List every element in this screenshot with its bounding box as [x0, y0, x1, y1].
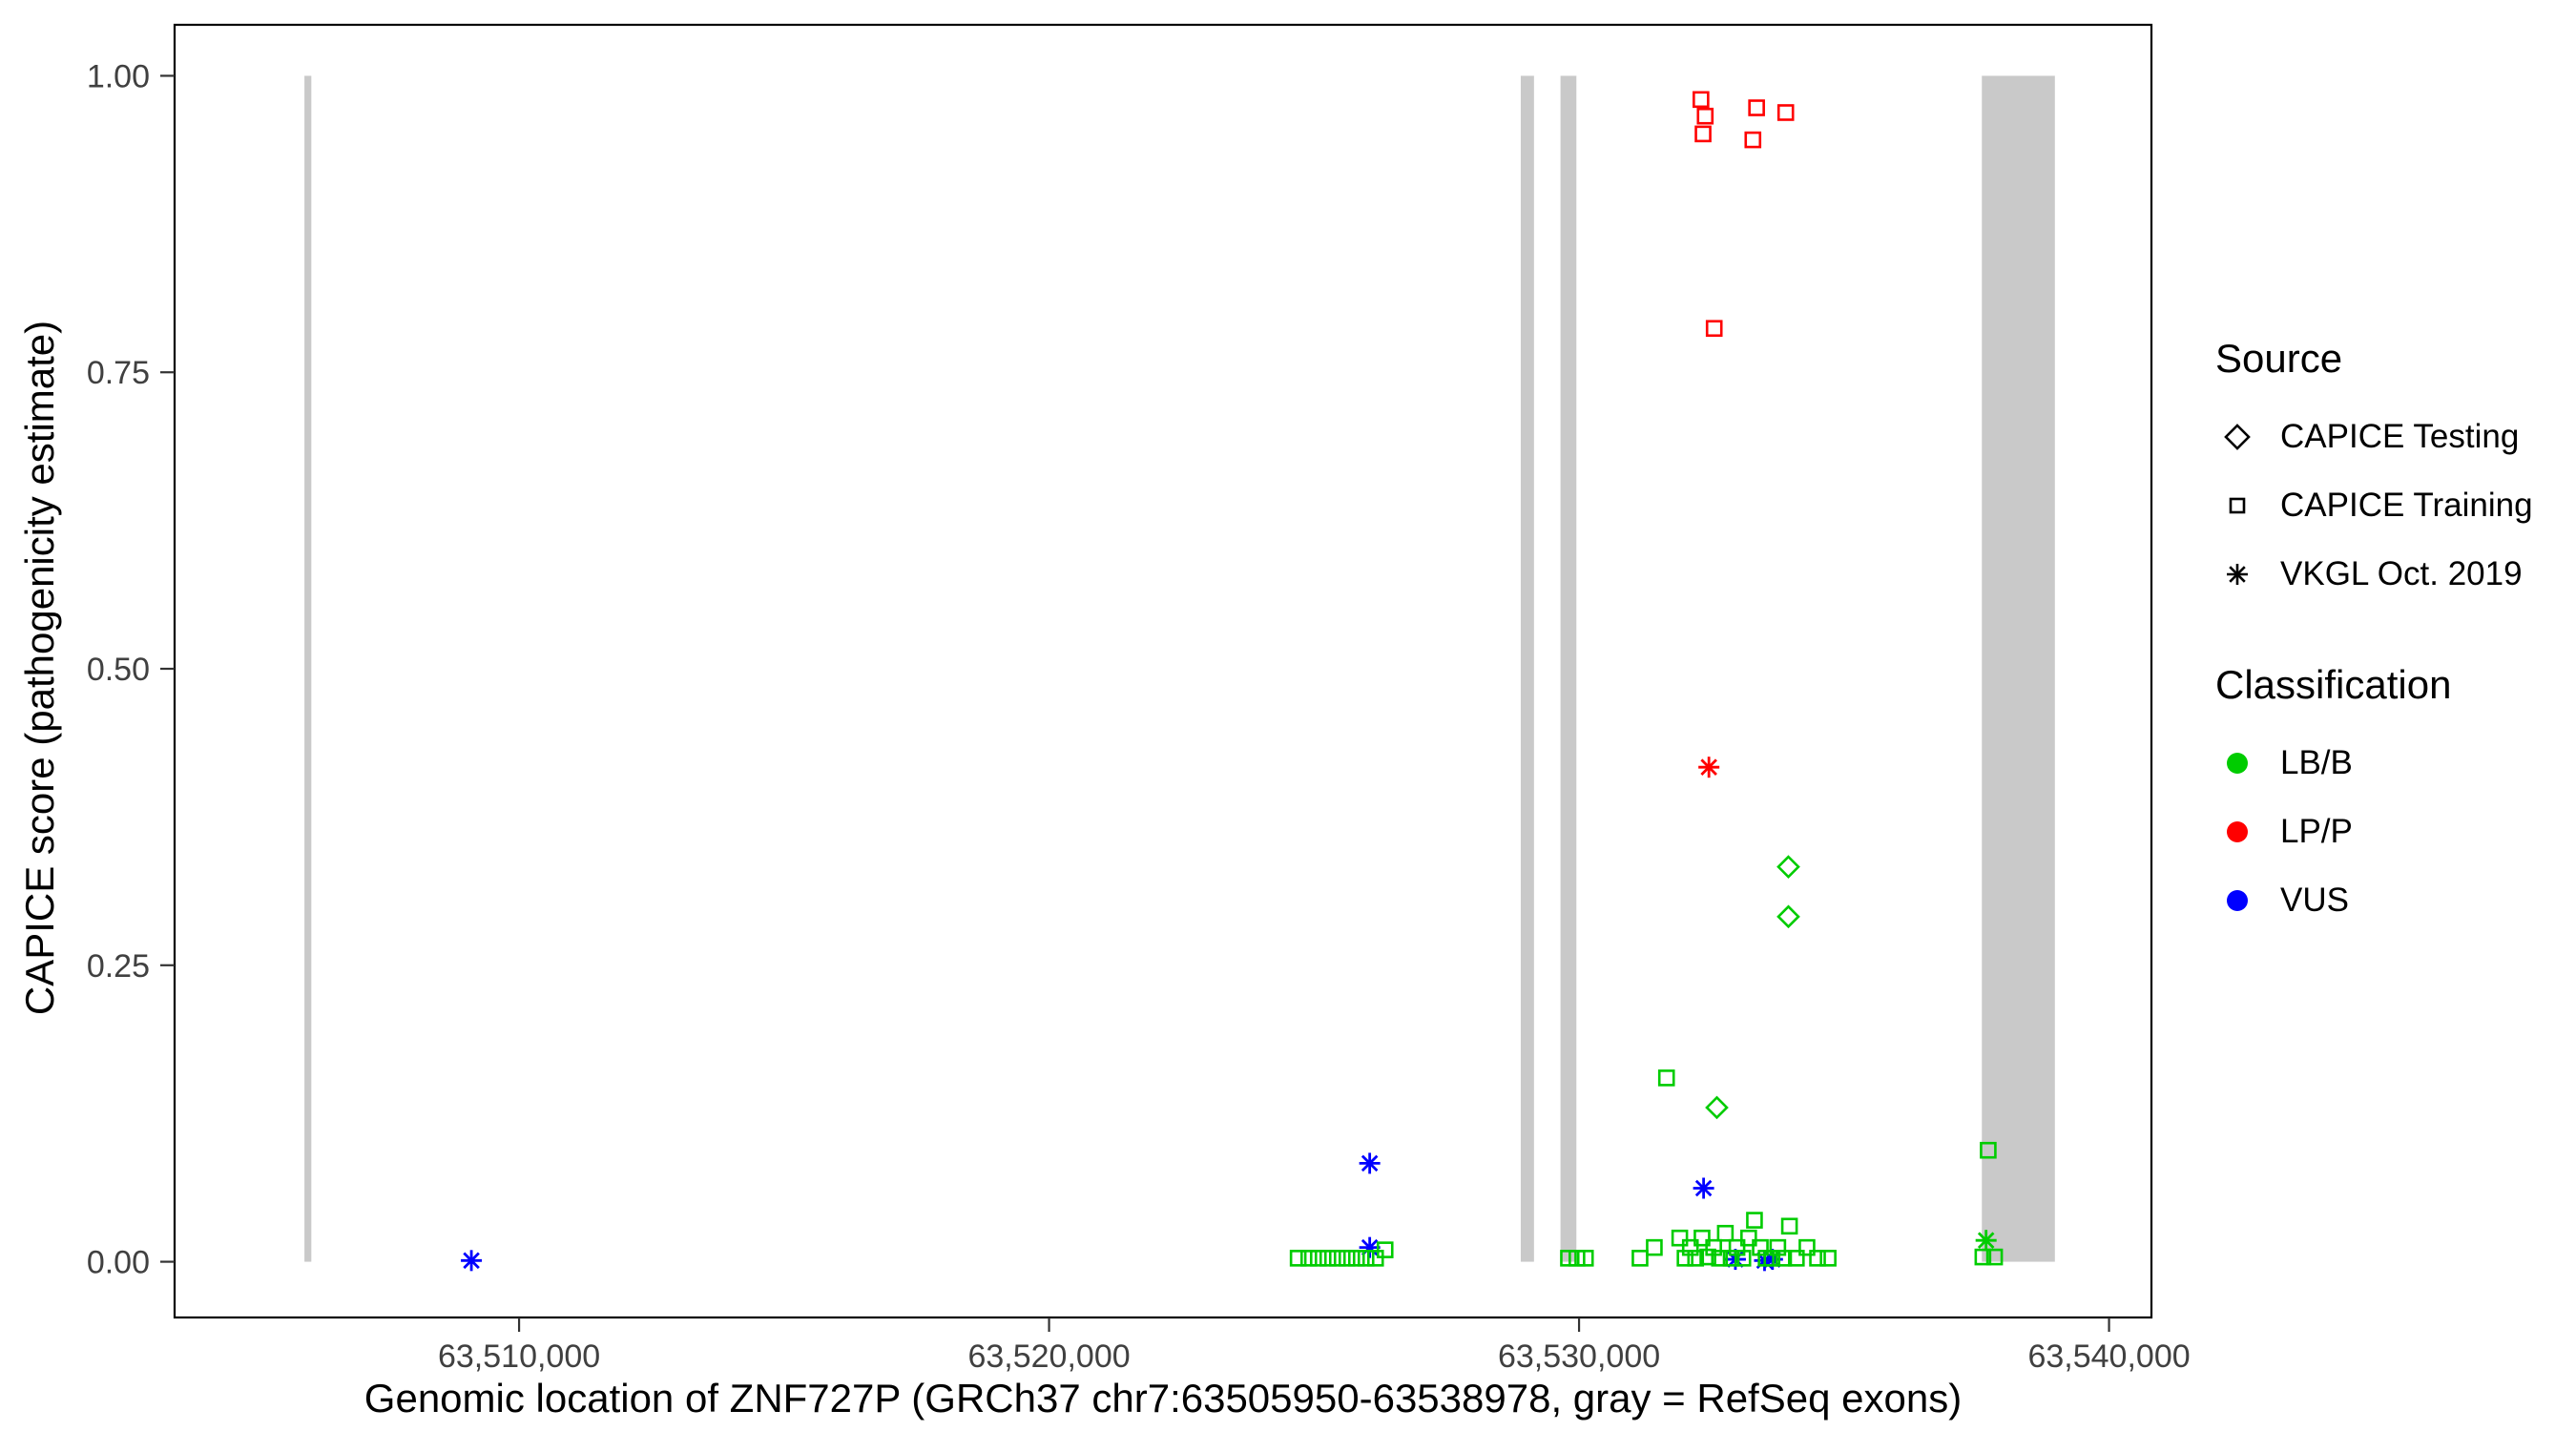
- data-point-square: [1705, 1238, 1722, 1256]
- diamond-icon: [2215, 420, 2259, 454]
- legend-item-label: VKGL Oct. 2019: [2280, 555, 2523, 592]
- data-point-square: [1775, 1250, 1793, 1267]
- data-point-square: [1711, 1250, 1729, 1267]
- data-point-asterisk: [1975, 1230, 1997, 1252]
- x-tick-label: 63,510,000: [438, 1338, 600, 1375]
- legend-item-label: VUS: [2280, 881, 2349, 919]
- legend-source-title: Source: [2215, 336, 2343, 381]
- data-point-square: [1980, 1141, 1997, 1159]
- data-point-square: [1693, 1229, 1711, 1247]
- data-point-square: [1699, 1248, 1716, 1266]
- data-point-square: [1748, 99, 1765, 116]
- x-axis-title: Genomic location of ZNF727P (GRCh37 chr7…: [364, 1376, 1963, 1421]
- refseq-exon-band: [1982, 75, 2055, 1262]
- y-axis-title: CAPICE score (pathogenicity estimate): [17, 320, 62, 1016]
- data-point-square: [1671, 1229, 1689, 1247]
- refseq-exon-band: [1560, 75, 1577, 1262]
- data-point-square: [1746, 1212, 1763, 1229]
- legend-item-label: LB/B: [2280, 744, 2353, 781]
- data-point-square: [1631, 1250, 1649, 1267]
- y-tick-label: 0.50: [87, 652, 150, 688]
- legend-item-vkgl: VKGL Oct. 2019: [2215, 540, 2533, 609]
- green-dot-icon: [2215, 753, 2259, 774]
- y-tick-label: 0.00: [87, 1245, 150, 1281]
- data-point-square: [1788, 1250, 1805, 1267]
- data-point-square: [1338, 1250, 1356, 1267]
- data-point-square: [1676, 1250, 1693, 1267]
- data-point-square: [1299, 1250, 1318, 1267]
- data-point-square: [1696, 107, 1714, 125]
- legend-item-lpp: LP/P: [2215, 798, 2533, 866]
- data-point-square: [1734, 1250, 1752, 1267]
- data-point-asterisk: [1698, 757, 1720, 778]
- data-point-square: [1568, 1250, 1586, 1267]
- data-point-square: [1289, 1250, 1307, 1267]
- data-point-square: [1798, 1238, 1816, 1256]
- data-point-square: [1576, 1250, 1594, 1267]
- data-point-square: [1722, 1250, 1740, 1267]
- red-dot-icon: [2215, 821, 2259, 842]
- x-tick-label: 63,520,000: [967, 1338, 1130, 1375]
- data-point-square: [1681, 1238, 1699, 1256]
- data-point-square: [1809, 1250, 1826, 1267]
- data-point-square: [1309, 1250, 1327, 1267]
- data-point-asterisk: [461, 1250, 483, 1272]
- data-point-square: [1974, 1248, 1992, 1266]
- data-point-square: [1646, 1238, 1663, 1256]
- data-point-square: [1357, 1250, 1375, 1267]
- panel-border: [173, 23, 2153, 1319]
- data-point-square: [1985, 1248, 2004, 1266]
- data-point-square: [1744, 131, 1762, 149]
- data-point-square: [1752, 1238, 1769, 1256]
- data-point-diamond: [1705, 1095, 1729, 1120]
- data-point-square: [1705, 320, 1723, 338]
- data-point-square: [1728, 1238, 1746, 1256]
- legend-classification-title: Classification: [2215, 662, 2452, 707]
- square-icon: [2215, 488, 2259, 523]
- data-point-square: [1716, 1224, 1735, 1242]
- data-point-square: [1740, 1229, 1757, 1247]
- legend-item-vus: VUS: [2215, 866, 2533, 935]
- data-point-square: [1694, 125, 1712, 143]
- data-point-square: [1776, 104, 1795, 121]
- legend-item-label: CAPICE Testing: [2280, 418, 2520, 455]
- x-tick-label: 63,530,000: [1498, 1338, 1660, 1375]
- data-point-square: [1780, 1217, 1798, 1235]
- y-tick-label: 0.25: [87, 948, 150, 985]
- data-point-asterisk: [1693, 1177, 1714, 1199]
- refseq-exon-band: [304, 75, 312, 1262]
- data-point-square: [1376, 1241, 1394, 1258]
- y-tick-label: 0.75: [87, 355, 150, 391]
- refseq-exon-band: [1520, 75, 1534, 1262]
- data-point-square: [1560, 1250, 1577, 1267]
- legend-item-capice-training: CAPICE Training: [2215, 471, 2533, 540]
- data-point-square: [1693, 91, 1710, 109]
- data-point-square: [1657, 1069, 1675, 1087]
- data-point-diamond: [1776, 904, 1800, 929]
- y-tick-label: 1.00: [87, 58, 150, 94]
- data-point-asterisk: [1359, 1152, 1381, 1174]
- data-point-square: [1769, 1238, 1787, 1256]
- blue-dot-icon: [2215, 890, 2259, 911]
- data-point-square: [1347, 1250, 1365, 1267]
- data-point-square: [1819, 1250, 1837, 1267]
- data-point-square: [1763, 1250, 1781, 1267]
- asterisk-icon: [2215, 557, 2259, 591]
- legend-item-label: CAPICE Training: [2280, 487, 2533, 524]
- legend: Source CAPICE Testing CAPICE Training: [2215, 336, 2533, 935]
- data-point-diamond: [1776, 855, 1800, 879]
- legend-item-lbb: LB/B: [2215, 729, 2533, 798]
- legend-item-label: LP/P: [2280, 813, 2353, 850]
- data-point-square: [1687, 1250, 1705, 1267]
- data-point-square: [1328, 1250, 1346, 1267]
- x-tick-label: 63,540,000: [2027, 1338, 2190, 1375]
- legend-item-capice-testing: CAPICE Testing: [2215, 403, 2533, 471]
- data-point-square: [1319, 1250, 1337, 1267]
